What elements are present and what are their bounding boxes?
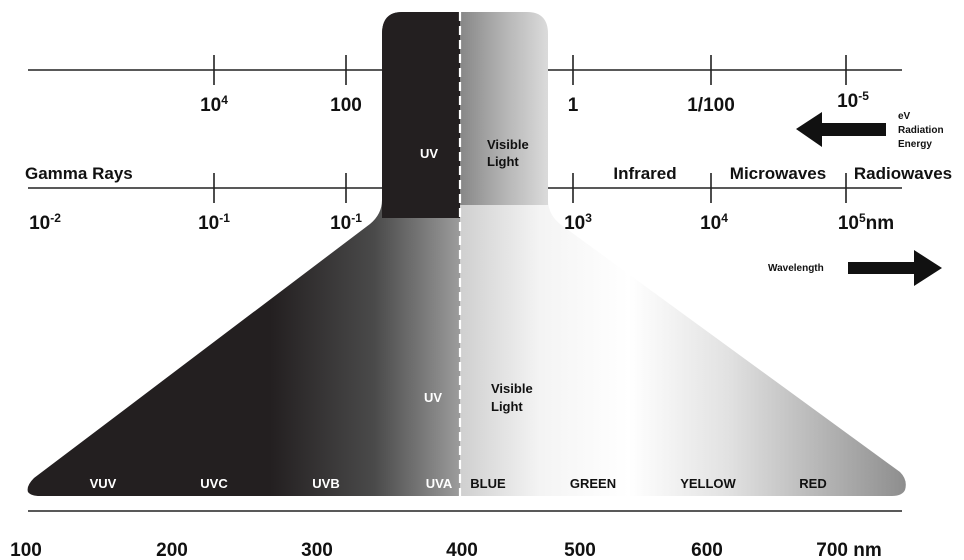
band-blue: BLUE: [470, 476, 506, 491]
energy-tick-label: 1/100: [687, 95, 735, 116]
wavelength-arrow-label: Wavelength: [768, 263, 824, 274]
band-uvb: UVB: [312, 476, 339, 491]
arrow-left-icon: [796, 112, 886, 147]
region-radiowaves: Radiowaves: [854, 164, 952, 183]
energy-arrow-label-3: Energy: [898, 139, 932, 150]
band-green: GREEN: [570, 476, 616, 491]
visible-column-funnel: [460, 12, 906, 496]
bottom-scale-label: 200: [156, 540, 188, 560]
energy-tick-label: 1: [568, 95, 579, 116]
visible-column-top: [460, 12, 548, 205]
wavelength-tick-label: 105nm: [838, 211, 894, 234]
wavelength-tick-label: 10-2: [29, 211, 61, 234]
energy-tick-label: 104: [200, 93, 228, 116]
column-visible-label-1: Visible: [487, 137, 529, 152]
bottom-scale-label: 600: [691, 540, 723, 560]
bottom-scale-label: 500: [564, 540, 596, 560]
region-microwaves: Microwaves: [730, 164, 826, 183]
band-uvc: UVC: [200, 476, 228, 491]
funnel-visible-label-1: Visible: [491, 381, 533, 396]
wavelength-tick-label: 104: [700, 211, 728, 234]
funnel-visible-label-2: Light: [491, 399, 523, 414]
band-yellow: YELLOW: [680, 476, 736, 491]
wavelength-tick-label: 10-1: [198, 211, 230, 234]
region-infrared: Infrared: [613, 164, 676, 183]
uv-column-funnel: [27, 12, 460, 496]
wavelength-tick-label: 103: [564, 211, 592, 234]
column-visible-label-2: Light: [487, 154, 519, 169]
bottom-scale-label: 100: [10, 540, 42, 560]
energy-arrow-label-1: eV: [898, 111, 911, 122]
energy-tick-label: 10-5: [837, 89, 869, 112]
bottom-scale-label: 700 nm: [816, 540, 881, 560]
energy-tick-label: 100: [330, 95, 362, 116]
wavelength-tick-label: 10-1: [330, 211, 362, 234]
band-uva: UVA: [426, 476, 453, 491]
arrow-right-icon: [848, 250, 942, 286]
uv-column-top: [382, 12, 460, 218]
bottom-scale-label: 300: [301, 540, 333, 560]
band-vuv: VUV: [90, 476, 117, 491]
bottom-scale-label: 400: [446, 540, 478, 560]
energy-arrow-label-2: Radiation: [898, 125, 944, 136]
funnel-uv-label: UV: [424, 390, 442, 405]
column-uv-label: UV: [420, 146, 438, 161]
region-gamma-rays: Gamma Rays: [25, 164, 133, 183]
band-red: RED: [799, 476, 826, 491]
